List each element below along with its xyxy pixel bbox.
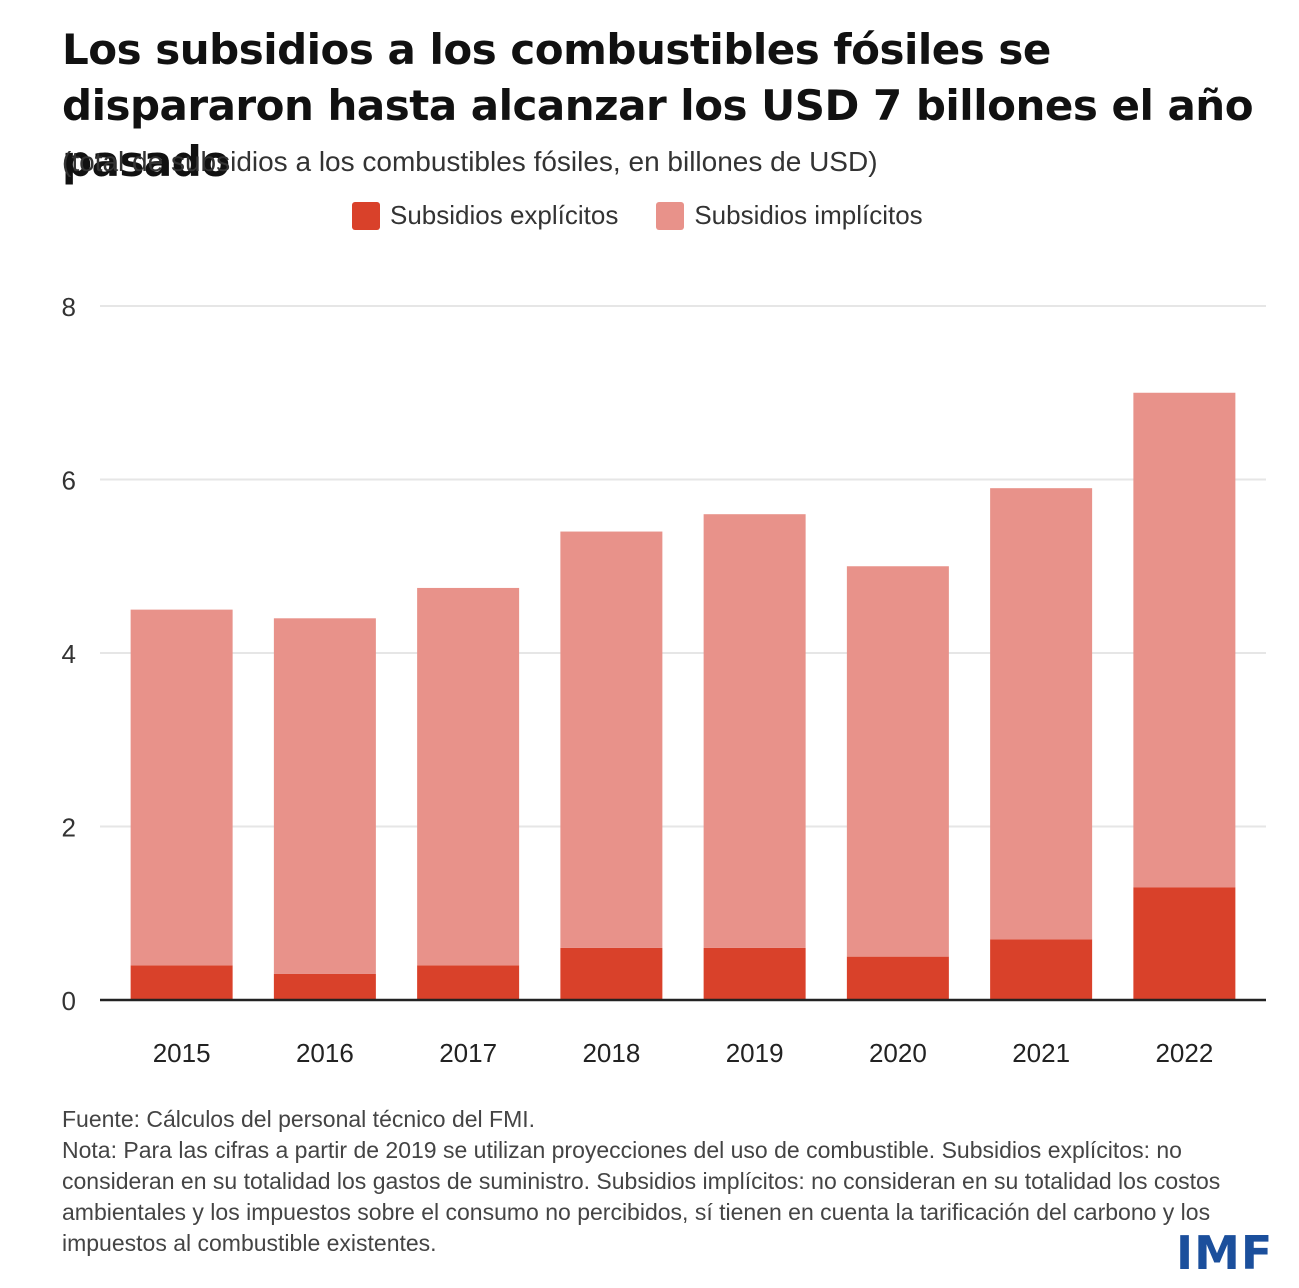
x-tick-label-2019: 2019	[726, 1038, 784, 1068]
bar-explicit-2018	[560, 947, 663, 1000]
legend-swatch-implicit	[656, 201, 685, 230]
footer: Fuente: Cálculos del personal técnico de…	[62, 1104, 1252, 1259]
chart-title: Los subsidios a los combustibles fósiles…	[62, 25, 1254, 186]
legend-item-explicit: Subsidios explícitos	[352, 200, 618, 231]
methodology-note: Nota: Para las cifras a partir de 2019 s…	[62, 1137, 1221, 1256]
x-tick-label-2015: 2015	[153, 1038, 211, 1068]
legend: Subsidios explícitos Subsidios implícito…	[352, 200, 961, 231]
x-tick-label-2018: 2018	[582, 1038, 640, 1068]
imf-logo: IMF	[1176, 1226, 1274, 1280]
source-note: Fuente: Cálculos del personal técnico de…	[62, 1106, 536, 1132]
legend-label-implicit: Subsidios implícitos	[694, 200, 923, 230]
stacked-bar-chart: 0 2 4 6 8 2015 2016 2017 2018 2019 2020 2021 2022	[62, 292, 1266, 1068]
bar-implicit-2018	[560, 531, 663, 948]
y-tick-label-6: 6	[62, 466, 76, 496]
y-tick-label-2: 2	[62, 813, 76, 843]
x-tick-label-2017: 2017	[439, 1038, 497, 1068]
legend-swatch-explicit	[352, 201, 380, 230]
bar-explicit-2021	[990, 939, 1093, 1000]
y-tick-label-0: 0	[62, 986, 76, 1016]
legend-label-explicit: Subsidios explícitos	[390, 200, 619, 230]
bar-explicit-2015	[130, 965, 233, 1000]
bar-implicit-2017	[417, 587, 520, 966]
bar-implicit-2016	[273, 618, 376, 974]
legend-item-implicit: Subsidios implícitos	[656, 200, 923, 231]
bar-implicit-2022	[1133, 392, 1236, 888]
x-tick-label-2022: 2022	[1155, 1038, 1213, 1068]
bar-explicit-2022	[1133, 887, 1236, 1000]
bar-explicit-2019	[703, 947, 806, 1000]
y-tick-label-8: 8	[62, 292, 76, 322]
x-tick-label-2021: 2021	[1012, 1038, 1070, 1068]
chart-subtitle: (total de subsidios a los combustibles f…	[62, 146, 878, 177]
bar-explicit-2017	[417, 965, 520, 1000]
bar-implicit-2021	[990, 488, 1093, 940]
y-tick-label-4: 4	[62, 639, 76, 669]
x-tick-label-2016: 2016	[296, 1038, 354, 1068]
bar-explicit-2016	[273, 973, 376, 1000]
bar-implicit-2020	[846, 566, 949, 957]
bar-explicit-2020	[846, 956, 949, 1000]
bar-implicit-2015	[130, 609, 233, 966]
bar-implicit-2019	[703, 514, 806, 948]
x-tick-label-2020: 2020	[869, 1038, 927, 1068]
